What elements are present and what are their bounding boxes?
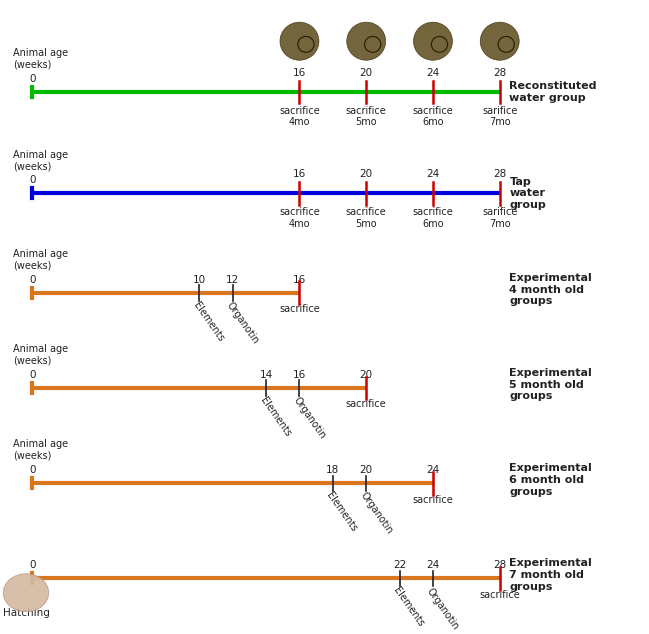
Text: 0: 0 (29, 370, 36, 380)
Text: 0: 0 (29, 175, 36, 185)
Text: 18: 18 (326, 465, 339, 475)
Text: Hatching: Hatching (3, 608, 49, 618)
Text: Elements: Elements (391, 586, 426, 629)
Text: sacrifice
6mo: sacrifice 6mo (413, 207, 454, 229)
Text: Organotin: Organotin (425, 586, 461, 631)
Text: 24: 24 (426, 560, 439, 570)
Text: 10: 10 (193, 275, 206, 285)
Text: 24: 24 (426, 68, 439, 78)
Text: Experimental
5 month old
groups: Experimental 5 month old groups (509, 368, 593, 401)
Text: 14: 14 (260, 370, 273, 380)
Text: Organotin: Organotin (291, 396, 327, 441)
Text: Animal age
(weeks): Animal age (weeks) (13, 150, 68, 171)
Ellipse shape (480, 22, 519, 60)
Text: Elements: Elements (191, 301, 225, 344)
Text: 20: 20 (360, 68, 373, 78)
Text: Reconstituted
water group: Reconstituted water group (509, 81, 597, 103)
Text: 16: 16 (293, 275, 306, 285)
Text: 20: 20 (360, 370, 373, 380)
Text: 28: 28 (493, 68, 506, 78)
Text: Animal age
(weeks): Animal age (weeks) (13, 439, 68, 461)
Text: 16: 16 (293, 68, 306, 78)
Text: 0: 0 (29, 560, 36, 570)
Ellipse shape (347, 22, 386, 60)
Text: 0: 0 (29, 74, 36, 84)
Text: Experimental
7 month old
groups: Experimental 7 month old groups (509, 559, 593, 592)
Text: Animal age
(weeks): Animal age (weeks) (13, 48, 68, 70)
Text: Experimental
4 month old
groups: Experimental 4 month old groups (509, 273, 593, 306)
Text: sacrifice: sacrifice (279, 304, 320, 314)
Text: 28: 28 (493, 169, 506, 179)
Text: sacrifice
5mo: sacrifice 5mo (346, 106, 387, 127)
Text: 24: 24 (426, 169, 439, 179)
Text: 20: 20 (360, 465, 373, 475)
Text: Organotin: Organotin (358, 491, 394, 536)
Text: sacrifice: sacrifice (413, 495, 454, 505)
Text: sacrifice: sacrifice (346, 399, 387, 410)
Text: Organotin: Organotin (225, 301, 261, 346)
Text: 28: 28 (493, 560, 506, 570)
Ellipse shape (280, 22, 319, 60)
Text: sacrifice
4mo: sacrifice 4mo (279, 106, 320, 127)
Text: Tap
water
group: Tap water group (509, 177, 546, 210)
Text: 12: 12 (226, 275, 239, 285)
Text: Animal age
(weeks): Animal age (weeks) (13, 249, 68, 271)
Text: sacrifice
6mo: sacrifice 6mo (413, 106, 454, 127)
Text: sacrifice
4mo: sacrifice 4mo (279, 207, 320, 229)
Text: 22: 22 (393, 560, 406, 570)
Text: Animal age
(weeks): Animal age (weeks) (13, 344, 68, 366)
Text: 0: 0 (29, 275, 36, 285)
Text: 20: 20 (360, 169, 373, 179)
Text: sacrifice: sacrifice (480, 590, 520, 600)
Text: sarifice
7mo: sarifice 7mo (482, 207, 517, 229)
Text: Experimental
6 month old
groups: Experimental 6 month old groups (509, 463, 593, 496)
Text: Elements: Elements (258, 396, 292, 439)
Ellipse shape (3, 574, 49, 612)
Text: 16: 16 (293, 370, 306, 380)
Text: Elements: Elements (324, 491, 359, 534)
Text: 16: 16 (293, 169, 306, 179)
Text: sarifice
7mo: sarifice 7mo (482, 106, 517, 127)
Text: 24: 24 (426, 465, 439, 475)
Text: sacrifice
5mo: sacrifice 5mo (346, 207, 387, 229)
Text: 0: 0 (29, 465, 36, 475)
Ellipse shape (413, 22, 452, 60)
